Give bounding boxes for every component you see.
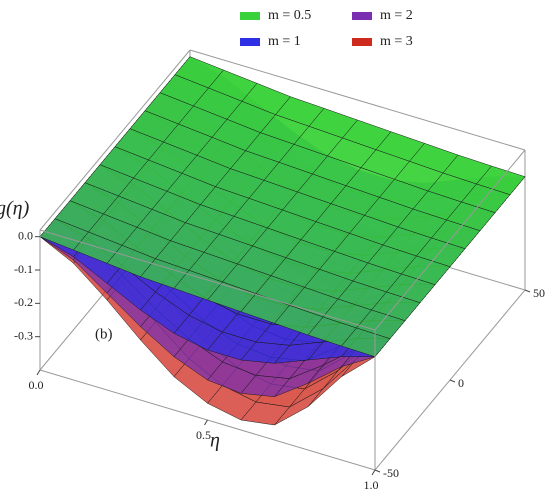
z-tick-label: 0.0 <box>18 228 33 242</box>
y-tick <box>374 469 381 473</box>
z-axis-label: g(η) <box>0 198 30 220</box>
x-tick <box>204 419 208 426</box>
legend-label: m = 1 <box>268 34 301 49</box>
x-axis-label: η <box>210 430 220 452</box>
legend-label: m = 0.5 <box>268 8 311 23</box>
legend-swatch <box>352 12 372 20</box>
x-tick-label: 0.0 <box>29 378 44 392</box>
x-tick <box>371 469 376 476</box>
legend-swatch <box>352 38 372 46</box>
x-tick <box>36 369 41 376</box>
annotation: (b) <box>95 326 113 342</box>
box-edge <box>374 149 526 331</box>
y-tick <box>449 379 456 383</box>
box-edge <box>189 49 526 151</box>
z-tick-label: -0.1 <box>14 262 33 276</box>
y-tick-label: 50 <box>533 286 545 300</box>
surface-patch <box>341 327 391 357</box>
legend-label: m = 2 <box>380 8 413 23</box>
y-tick <box>524 289 531 293</box>
y-tick-label: -50 <box>383 466 399 480</box>
legend-label: m = 3 <box>380 34 413 49</box>
legend-swatch <box>240 12 260 20</box>
legend-swatch <box>240 38 260 46</box>
box-edge <box>39 229 376 331</box>
z-tick-label: -0.2 <box>14 295 33 309</box>
x-tick-label: 0.5 <box>196 428 211 442</box>
y-tick-label: 0 <box>458 376 464 390</box>
x-tick-label: 1.0 <box>364 478 379 492</box>
box-edge <box>39 49 191 231</box>
z-tick-label: -0.3 <box>14 328 33 342</box>
